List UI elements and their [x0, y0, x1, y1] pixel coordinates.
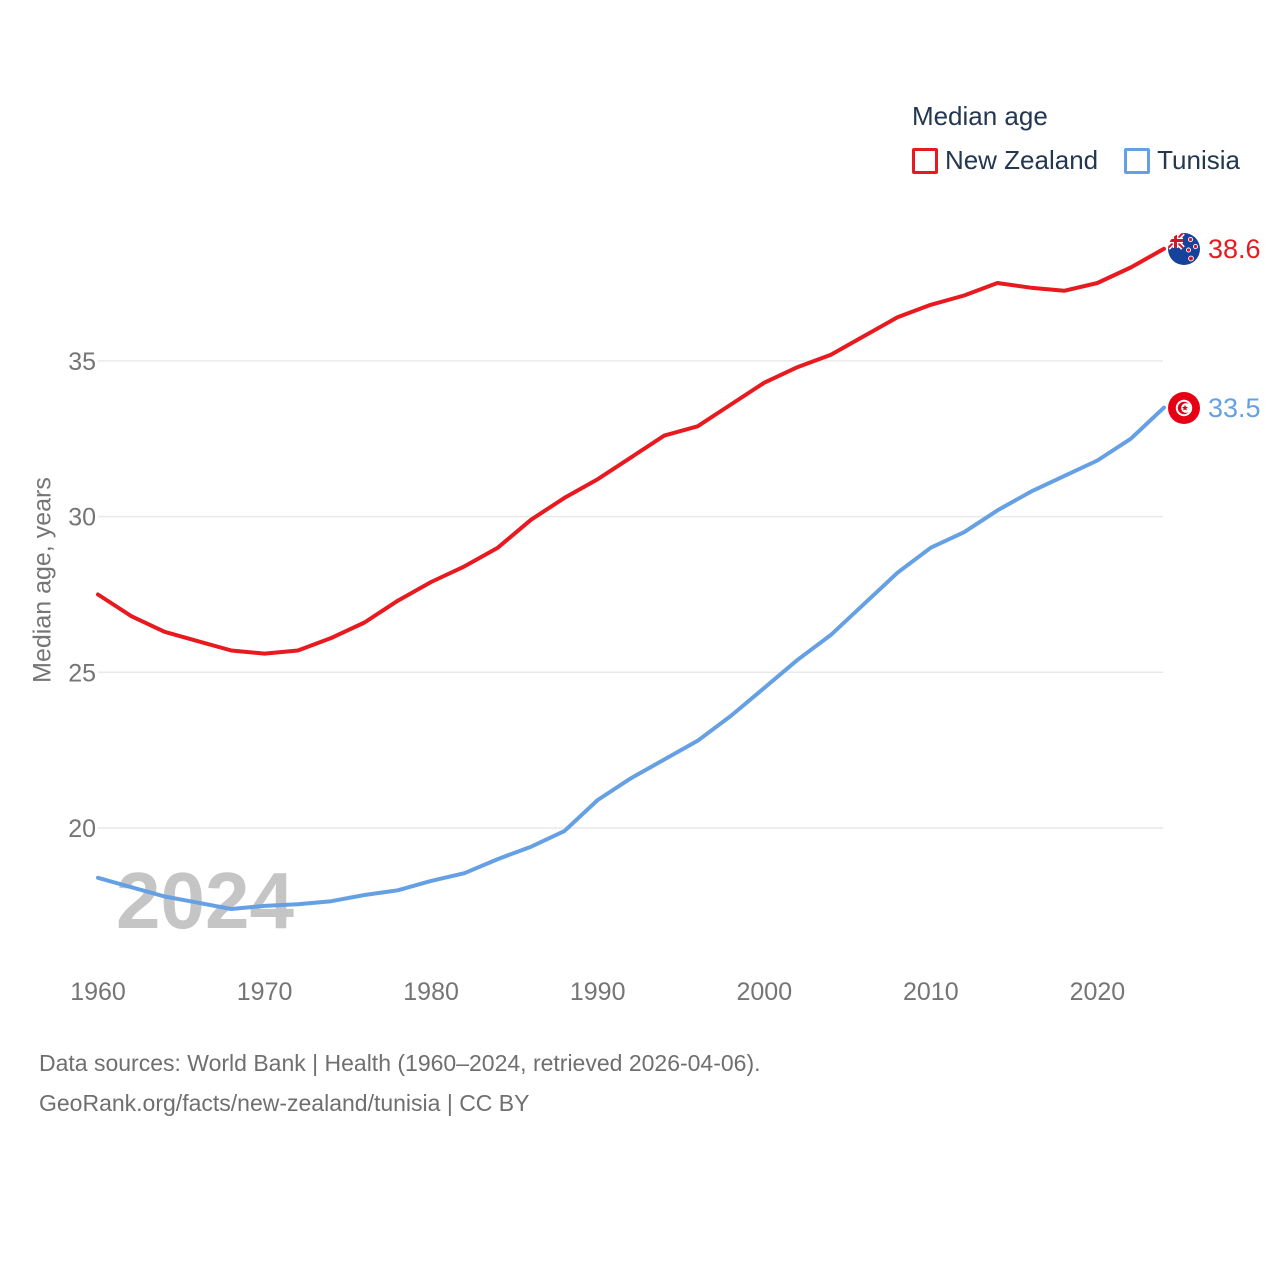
footer-attribution: GeoRank.org/facts/new-zealand/tunisia | …	[39, 1090, 530, 1116]
new-zealand-end-label: 38.6	[1168, 233, 1261, 265]
legend-item-tunisia[interactable]: Tunisia	[1124, 145, 1240, 176]
y-axis-title: Median age, years	[28, 477, 57, 683]
series-line-tunisia	[96, 405, 1166, 911]
y-tick-label: 20	[68, 815, 96, 843]
footer-data-sources: Data sources: World Bank | Health (1960–…	[39, 1050, 761, 1076]
x-tick-label: 1970	[237, 978, 293, 1006]
new-zealand-end-value: 38.6	[1208, 234, 1261, 264]
legend-item-new-zealand[interactable]: New Zealand	[911, 145, 1099, 176]
footer: Data sources: World Bank | Health (1960–…	[39, 1043, 761, 1123]
tunisia-flag-icon	[1168, 392, 1200, 424]
series-line-new-zealand	[96, 246, 1166, 656]
new-zealand-flag-icon	[1168, 233, 1200, 265]
tunisia-end-label: 33.5	[1168, 392, 1261, 424]
y-tick-label: 30	[68, 504, 96, 532]
tunisia-end-value: 33.5	[1208, 393, 1261, 423]
x-tick-label: 2010	[903, 978, 959, 1006]
tunisia-swatch-icon	[1124, 147, 1151, 174]
x-tick-label: 2000	[736, 978, 792, 1006]
legend-title: Median age	[911, 101, 1048, 131]
x-tick-label: 2020	[1070, 978, 1126, 1006]
watermark: 2024	[116, 856, 294, 945]
y-tick-label: 35	[68, 348, 96, 376]
x-tick-label: 1990	[570, 978, 626, 1006]
new-zealand-swatch-icon	[911, 147, 938, 174]
x-tick-label: 1960	[70, 978, 126, 1006]
x-tick-label: 1980	[403, 978, 459, 1006]
legend-label-tunisia: Tunisia	[1157, 145, 1240, 175]
legend-label-new-zealand: New Zealand	[944, 145, 1099, 175]
legend: Median age New Zealand Tunisia	[911, 101, 1240, 176]
y-tick-label: 25	[68, 659, 96, 687]
legend-rows: New Zealand Tunisia	[911, 145, 1240, 176]
